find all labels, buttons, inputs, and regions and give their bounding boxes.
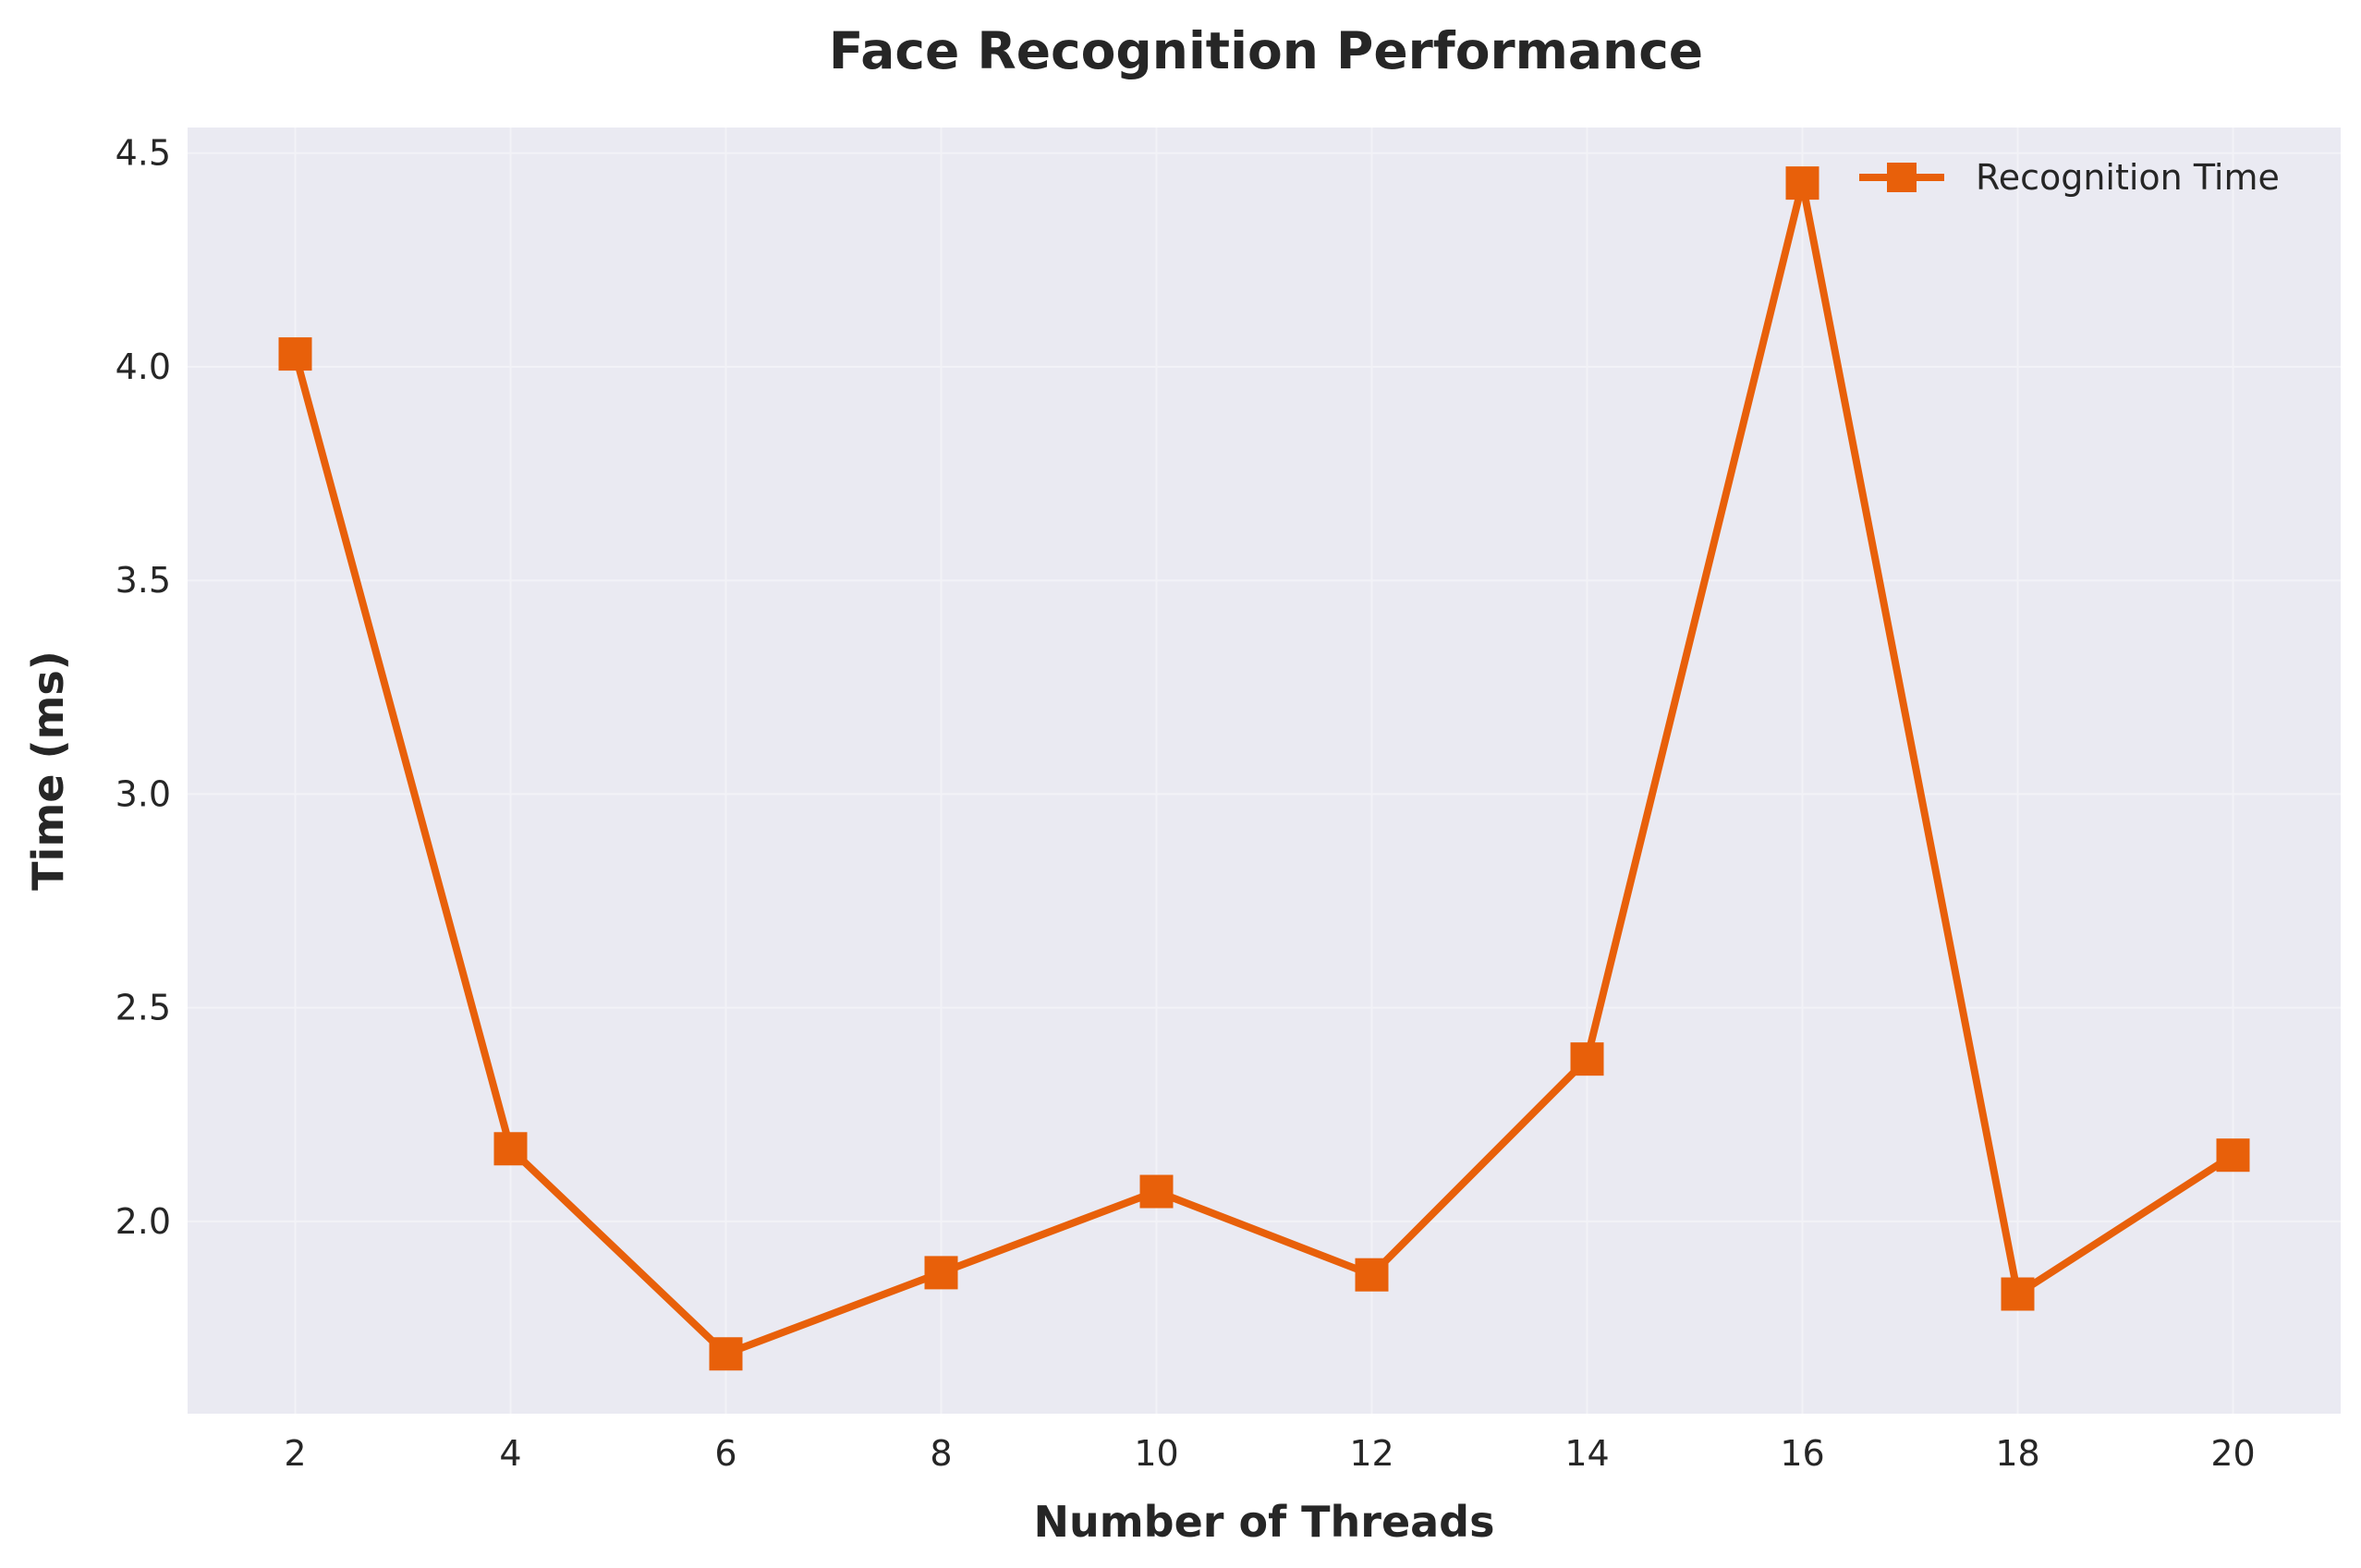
legend-entry-recognition-time: Recognition Time bbox=[1976, 157, 2280, 198]
data-point bbox=[278, 337, 312, 371]
data-point bbox=[1785, 166, 1819, 201]
y-tick-label: 2.0 bbox=[116, 1201, 171, 1242]
x-tick-label: 8 bbox=[930, 1433, 952, 1474]
data-point bbox=[2001, 1277, 2035, 1311]
x-tick-label: 14 bbox=[1564, 1433, 1609, 1474]
y-axis-label: Time (ms) bbox=[23, 650, 73, 891]
y-tick-label: 3.0 bbox=[116, 773, 171, 814]
y-tick-label: 2.5 bbox=[116, 988, 171, 1028]
y-axis-ticks: 2.0 2.5 3.0 3.5 4.0 4.5 bbox=[116, 133, 171, 1242]
y-tick-label: 3.5 bbox=[116, 560, 171, 601]
x-tick-label: 4 bbox=[499, 1433, 521, 1474]
grid-lines bbox=[188, 128, 2341, 1414]
x-tick-label: 10 bbox=[1134, 1433, 1178, 1474]
x-tick-label: 20 bbox=[2210, 1433, 2255, 1474]
x-tick-label: 12 bbox=[1349, 1433, 1393, 1474]
data-point bbox=[1570, 1042, 1604, 1076]
plot-area bbox=[188, 128, 2341, 1414]
x-tick-label: 2 bbox=[284, 1433, 306, 1474]
y-tick-label: 4.0 bbox=[116, 346, 171, 387]
data-point bbox=[709, 1337, 743, 1371]
chart-title: Face Recognition Performance bbox=[829, 21, 1703, 80]
x-tick-label: 6 bbox=[714, 1433, 736, 1474]
y-tick-label: 4.5 bbox=[116, 133, 171, 174]
data-point bbox=[924, 1256, 958, 1290]
x-tick-label: 18 bbox=[1995, 1433, 2039, 1474]
data-point bbox=[1355, 1258, 1389, 1292]
x-axis-ticks: 2 4 6 8 10 12 14 16 18 20 bbox=[284, 1433, 2255, 1474]
data-point bbox=[493, 1132, 528, 1166]
series-line bbox=[291, 179, 2237, 1358]
legend-marker bbox=[1887, 163, 1917, 192]
series-layer bbox=[278, 166, 2250, 1371]
x-tick-label: 16 bbox=[1780, 1433, 1824, 1474]
data-point bbox=[2216, 1138, 2250, 1173]
x-axis-label: Number of Threads bbox=[1034, 1497, 1495, 1547]
legend: Recognition Time bbox=[1859, 157, 2280, 198]
data-point bbox=[1139, 1174, 1174, 1209]
